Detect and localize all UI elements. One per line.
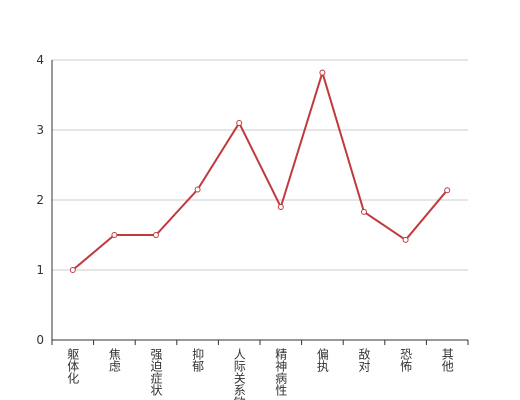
- point: [111, 232, 118, 238]
- point: [444, 187, 451, 194]
- x-tick-label: 其他: [440, 348, 454, 372]
- x-tick-label: 抑郁: [191, 347, 205, 373]
- x-tick-label: 恐怖: [399, 348, 413, 372]
- point: [194, 186, 201, 193]
- x-tick-label: 焦虑: [107, 348, 121, 372]
- point: [361, 208, 367, 215]
- y-tick-label: 0: [36, 333, 44, 347]
- line: [72, 69, 448, 271]
- x-tick-label: 敌对: [357, 347, 371, 372]
- point: [153, 232, 159, 238]
- y-tick-label: 3: [36, 123, 44, 137]
- y-tick-label: 4: [36, 53, 44, 67]
- x-tick-label: 精神病性: [274, 348, 288, 397]
- y-tick-label: 2: [36, 193, 44, 207]
- x-tick-label: 强迫症状: [149, 348, 163, 396]
- point: [319, 69, 326, 76]
- x-tick-label: 人际关系敏感: [232, 348, 246, 400]
- y-tick-label: 1: [36, 263, 44, 277]
- point: [402, 236, 409, 243]
- x-tick-label: 偏执: [315, 347, 329, 373]
- point: [277, 204, 284, 210]
- x-tick-label: 躯体化: [66, 347, 80, 385]
- point: [236, 120, 243, 126]
- point: [69, 267, 76, 273]
